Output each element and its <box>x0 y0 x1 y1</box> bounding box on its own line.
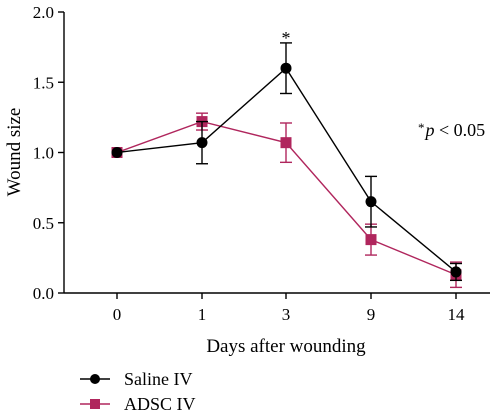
y-tick-label: 1.5 <box>33 73 54 92</box>
x-tick-label: 0 <box>113 305 122 324</box>
legend-item-adsc: ADSC IV <box>80 394 196 414</box>
legend-saline-marker <box>90 374 100 384</box>
plot-area: 0.0 0.5 1.0 1.5 2.0 0 1 3 9 14 <box>33 3 490 324</box>
significance-legend-p: p <box>424 120 435 140</box>
series-line-saline-iv <box>116 67 457 273</box>
y-tick-label: 2.0 <box>33 3 54 22</box>
legend-item-saline: Saline IV <box>80 369 192 389</box>
y-axis-ticks: 0.0 0.5 1.0 1.5 2.0 <box>33 3 64 303</box>
series-adsc-iv <box>111 112 462 289</box>
legend-adsc-marker <box>90 399 100 409</box>
significance-legend-star: * <box>418 120 425 135</box>
y-axis-title: Wound size <box>4 108 25 197</box>
data-point-adsc-iv <box>280 137 292 149</box>
x-tick-label: 3 <box>282 305 291 324</box>
data-point-saline-iv <box>111 147 123 158</box>
data-point-saline-iv <box>365 196 377 208</box>
x-tick-label: 14 <box>448 305 466 324</box>
series-layer <box>111 42 462 289</box>
y-tick-label: 0.5 <box>33 214 54 233</box>
significance-legend-threshold: < 0.05 <box>435 120 486 140</box>
significance-legend: *p < 0.05 <box>418 120 485 140</box>
significance-star: * <box>282 28 291 48</box>
legend-adsc-label: ADSC IV <box>124 394 196 414</box>
data-point-adsc-iv <box>365 234 377 246</box>
x-tick-label: 1 <box>198 305 207 324</box>
legend: Saline IV ADSC IV <box>80 369 196 414</box>
data-point-saline-iv <box>196 137 208 149</box>
data-point-saline-iv <box>450 266 462 278</box>
x-axis-ticks: 0 1 3 9 14 <box>113 293 465 324</box>
y-tick-label: 0.0 <box>33 284 54 303</box>
x-tick-label: 9 <box>367 305 376 324</box>
x-axis-title: Days after wounding <box>206 336 366 357</box>
data-point-saline-iv <box>280 62 292 74</box>
y-tick-label: 1.0 <box>33 144 54 163</box>
series-saline-iv <box>111 42 462 282</box>
legend-saline-label: Saline IV <box>124 369 192 389</box>
